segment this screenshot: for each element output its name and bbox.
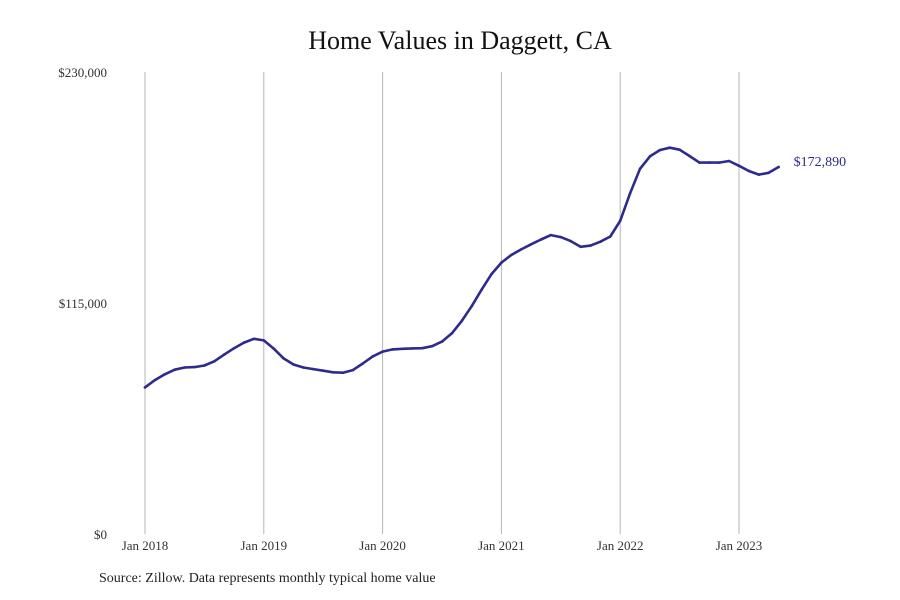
data-point bbox=[163, 373, 167, 376]
data-point bbox=[490, 272, 493, 276]
data-point bbox=[727, 159, 731, 163]
data-point bbox=[232, 346, 236, 350]
x-axis-ticks: Jan 2018 Jan 2019 Jan 2020 Jan 2021 Jan 2022… bbox=[122, 538, 763, 553]
data-point bbox=[599, 240, 602, 243]
data-point bbox=[430, 344, 434, 348]
data-point bbox=[262, 339, 266, 342]
data-point bbox=[747, 169, 751, 173]
data-point bbox=[569, 239, 572, 243]
data-point bbox=[609, 235, 612, 238]
data-point bbox=[203, 364, 206, 367]
data-point bbox=[480, 288, 483, 292]
x-tick-label: Jan 2022 bbox=[597, 538, 644, 553]
data-point bbox=[757, 173, 761, 176]
y-axis-ticks: $0 $115,000 $230,000 bbox=[58, 65, 107, 542]
data-point bbox=[638, 167, 642, 171]
data-point bbox=[321, 369, 325, 373]
data-point bbox=[708, 161, 711, 164]
data-point bbox=[341, 371, 345, 375]
data-point bbox=[618, 219, 622, 223]
data-point bbox=[153, 378, 157, 382]
source-note: Source: Zillow. Data represents monthly … bbox=[99, 571, 436, 586]
chart-title: Home Values in Daggett, CA bbox=[308, 26, 612, 55]
data-point bbox=[529, 243, 533, 246]
data-point bbox=[777, 165, 780, 169]
gridlines bbox=[144, 72, 740, 534]
y-tick-label: $115,000 bbox=[59, 296, 107, 311]
data-point bbox=[381, 350, 384, 353]
series-line-0 bbox=[143, 146, 780, 389]
y-tick-label: $0 bbox=[94, 527, 107, 542]
data-point bbox=[767, 171, 770, 175]
x-tick-label: Jan 2023 bbox=[716, 538, 763, 553]
data-point bbox=[173, 368, 176, 372]
data-point bbox=[391, 348, 394, 351]
series-layer: $172,890 bbox=[143, 146, 847, 389]
data-point bbox=[351, 368, 355, 372]
data-point bbox=[510, 253, 513, 257]
data-point bbox=[222, 353, 226, 356]
data-point bbox=[242, 341, 246, 344]
data-point bbox=[183, 366, 186, 369]
data-point bbox=[411, 347, 414, 350]
data-point bbox=[549, 233, 553, 237]
data-point bbox=[648, 155, 652, 158]
data-point bbox=[559, 235, 563, 239]
data-point bbox=[717, 161, 721, 164]
data-point bbox=[589, 244, 592, 247]
data-point bbox=[668, 146, 671, 149]
x-tick-label: Jan 2020 bbox=[359, 538, 406, 553]
data-point bbox=[292, 363, 295, 366]
data-point bbox=[519, 248, 523, 251]
data-point bbox=[302, 366, 305, 369]
data-point bbox=[331, 371, 335, 374]
data-point bbox=[470, 304, 474, 308]
data-point bbox=[312, 367, 315, 371]
data-point bbox=[450, 332, 454, 335]
data-point bbox=[737, 164, 741, 168]
data-point bbox=[579, 245, 582, 249]
data-point bbox=[143, 386, 147, 389]
data-point bbox=[539, 238, 543, 241]
x-tick-label: Jan 2019 bbox=[241, 538, 288, 553]
data-point bbox=[252, 337, 256, 341]
data-point bbox=[658, 148, 662, 152]
data-point bbox=[213, 360, 216, 363]
data-point bbox=[628, 192, 632, 195]
data-point bbox=[698, 161, 701, 164]
x-tick-label: Jan 2021 bbox=[478, 538, 525, 553]
data-point bbox=[460, 319, 464, 323]
data-point bbox=[688, 154, 691, 158]
data-point bbox=[361, 362, 365, 365]
data-point bbox=[193, 365, 196, 369]
data-point bbox=[678, 148, 681, 151]
data-point bbox=[401, 347, 404, 351]
data-point bbox=[272, 347, 276, 350]
data-point bbox=[420, 346, 424, 350]
data-point bbox=[500, 261, 503, 264]
data-point bbox=[440, 340, 444, 343]
end-value-label: $172,890 bbox=[794, 155, 847, 170]
data-point bbox=[282, 357, 285, 360]
x-tick-label: Jan 2018 bbox=[122, 538, 169, 553]
data-point bbox=[371, 355, 375, 358]
y-tick-label: $230,000 bbox=[58, 65, 107, 80]
